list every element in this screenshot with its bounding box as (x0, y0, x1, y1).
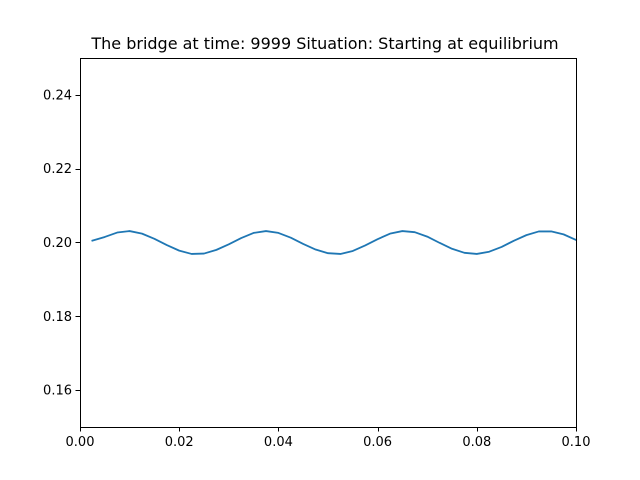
x-tick-label: 0.06 (363, 435, 392, 450)
plot-area (91, 230, 578, 255)
x-tick-label: 0.02 (165, 435, 194, 450)
plot-frame (80, 58, 577, 428)
y-tick-label: 0.20 (43, 236, 72, 251)
y-tick-label: 0.18 (43, 310, 72, 325)
x-tick-label: 0.10 (562, 435, 591, 450)
axis-ticks: 0.00 0.02 0.04 0.06 0.08 0.10 0.16 0.18 0.20 0.22… (43, 88, 590, 450)
x-tick-label: 0.00 (66, 435, 95, 450)
y-tick-label: 0.24 (43, 88, 72, 103)
x-tick-label: 0.08 (462, 435, 491, 450)
y-tick-label: 0.16 (43, 384, 72, 399)
x-tick-label: 0.04 (264, 435, 293, 450)
chart-title: The bridge at time: 9999 Situation: Star… (90, 34, 558, 53)
y-tick-label: 0.22 (43, 162, 72, 177)
series-line-0 (91, 230, 578, 255)
